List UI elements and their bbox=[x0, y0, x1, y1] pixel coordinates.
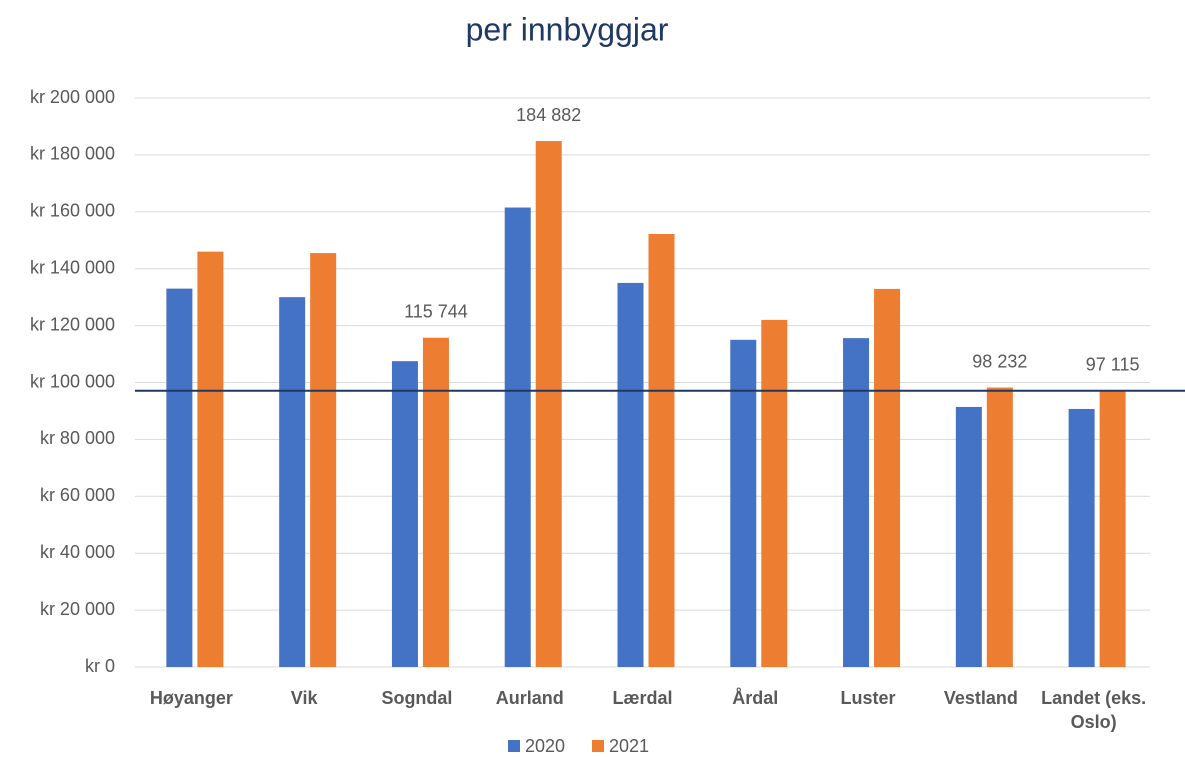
bar bbox=[986, 387, 1013, 667]
y-tick-label: kr 100 000 bbox=[30, 371, 115, 391]
x-tick-label: Lærdal bbox=[612, 688, 673, 708]
y-tick-label: kr 20 000 bbox=[40, 599, 115, 619]
bar bbox=[1099, 390, 1126, 667]
y-tick-label: kr 40 000 bbox=[40, 542, 115, 562]
bar bbox=[617, 282, 644, 667]
bar bbox=[504, 207, 531, 667]
bar bbox=[843, 338, 870, 667]
bar bbox=[166, 288, 193, 667]
bar bbox=[648, 233, 675, 667]
legend-label: 2021 bbox=[609, 736, 649, 756]
x-tick-label: Aurland bbox=[495, 688, 564, 708]
data-label: 184 882 bbox=[516, 105, 581, 125]
data-label: 97 115 bbox=[1086, 354, 1140, 374]
bar bbox=[1068, 408, 1095, 667]
y-tick-label: kr 160 000 bbox=[30, 201, 115, 221]
y-tick-label: kr 180 000 bbox=[30, 144, 115, 164]
bar bbox=[955, 406, 982, 667]
y-tick-label: kr 200 000 bbox=[30, 87, 115, 107]
y-tick-label: kr 120 000 bbox=[30, 314, 115, 334]
legend-swatch bbox=[592, 740, 604, 752]
x-tick-label: Vik bbox=[290, 688, 318, 708]
bar bbox=[730, 339, 757, 667]
bar bbox=[197, 251, 224, 667]
bar bbox=[874, 288, 901, 667]
x-tick-label: Sogndal bbox=[381, 688, 453, 708]
legend-label: 2020 bbox=[525, 736, 565, 756]
data-label: 98 232 bbox=[972, 351, 1027, 371]
x-tick-label: Vestland bbox=[943, 688, 1018, 708]
y-tick-label: kr 0 bbox=[85, 656, 115, 676]
x-tick-label: Luster bbox=[840, 688, 896, 708]
legend-swatch bbox=[508, 740, 520, 752]
x-tick-label: Årdal bbox=[732, 688, 779, 708]
bar bbox=[422, 337, 449, 667]
bar bbox=[761, 319, 788, 667]
x-tick-label: Landet (eks. Oslo) bbox=[1041, 688, 1147, 732]
data-label: 115 744 bbox=[404, 301, 468, 321]
x-tick-label: Høyanger bbox=[149, 688, 233, 708]
bar bbox=[535, 141, 562, 667]
bar bbox=[310, 253, 337, 668]
bar bbox=[279, 297, 306, 667]
chart-title: per innbyggjar bbox=[466, 11, 669, 47]
y-tick-label: kr 80 000 bbox=[40, 428, 115, 448]
y-tick-label: kr 60 000 bbox=[40, 485, 115, 505]
bar bbox=[391, 361, 418, 667]
y-tick-label: kr 140 000 bbox=[30, 257, 115, 277]
